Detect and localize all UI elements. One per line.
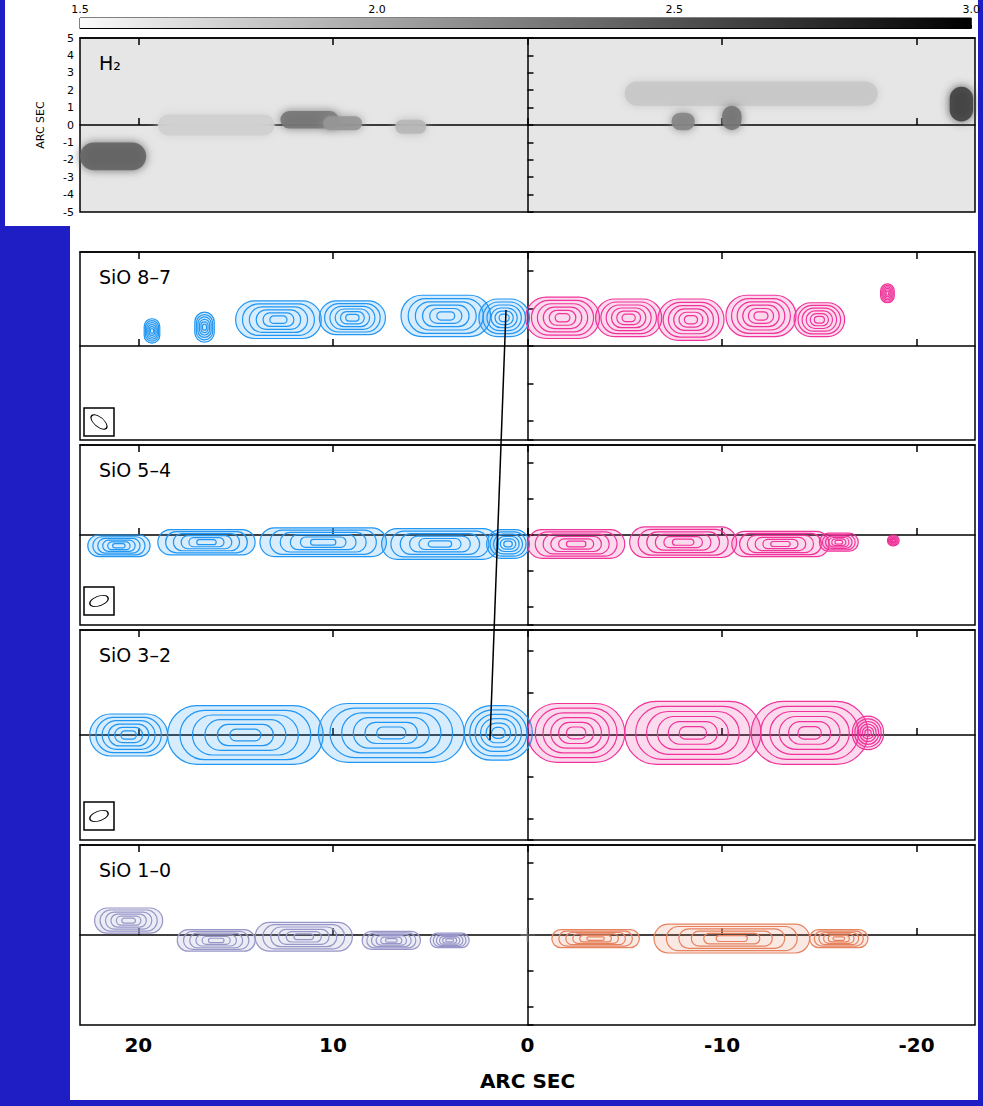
svg-text:5: 5 [67,32,74,45]
svg-text:ARC SEC: ARC SEC [480,1069,575,1093]
svg-text:SiO 3–2: SiO 3–2 [99,644,171,666]
svg-text:3: 3 [67,66,74,79]
svg-text:-4: -4 [63,188,74,201]
svg-text:0: 0 [67,119,74,132]
svg-text:-1: -1 [63,136,74,149]
svg-text:1.5: 1.5 [71,3,89,16]
svg-text:-3: -3 [63,171,74,184]
svg-text:-5: -5 [63,206,74,219]
svg-text:2.0: 2.0 [368,3,386,16]
svg-text:20: 20 [124,1033,152,1057]
svg-text:1: 1 [67,101,74,114]
svg-text:0: 0 [521,1033,535,1057]
svg-text:SiO 5–4: SiO 5–4 [99,459,171,481]
svg-text:H₂: H₂ [99,52,121,74]
svg-text:SiO 8–7: SiO 8–7 [99,266,171,288]
svg-text:-2: -2 [63,153,74,166]
svg-text:SiO 1–0: SiO 1–0 [99,859,171,881]
svg-text:2: 2 [67,84,74,97]
svg-text:4: 4 [67,49,74,62]
svg-text:-20: -20 [899,1033,935,1057]
svg-text:10: 10 [319,1033,347,1057]
svg-text:-10: -10 [704,1033,740,1057]
svg-text:ARC SEC: ARC SEC [34,101,47,149]
svg-text:3.0: 3.0 [963,3,981,16]
svg-text:2.5: 2.5 [665,3,683,16]
